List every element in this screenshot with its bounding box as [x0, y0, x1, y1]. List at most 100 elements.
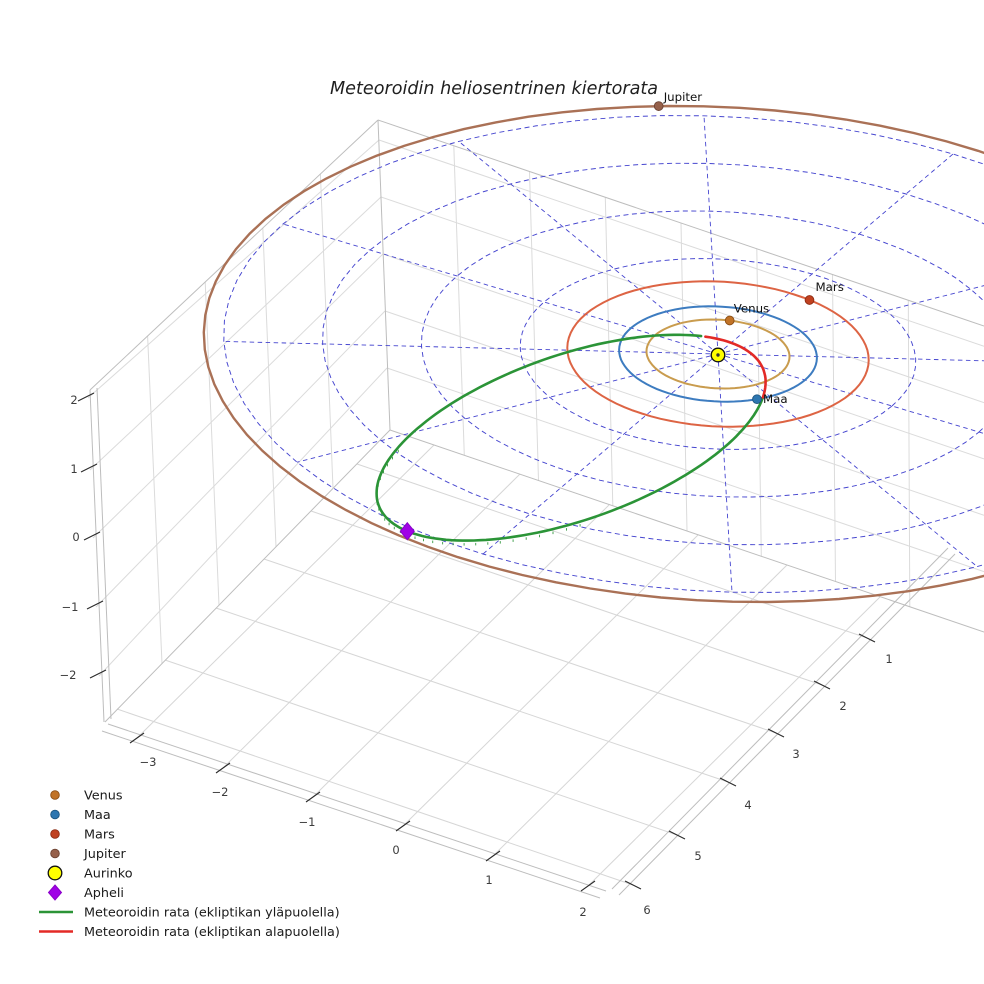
tick-label: 0 [392, 843, 399, 857]
grid-line [87, 139, 380, 399]
grid-line [813, 680, 831, 690]
ecliptic-spoke [223, 340, 719, 355]
planet-label-mars: Mars [816, 280, 844, 294]
grid-line [305, 791, 321, 803]
grid-line [485, 850, 501, 862]
grid-line [356, 463, 868, 639]
tick-label: −2 [212, 785, 229, 799]
grid-line [453, 145, 465, 456]
grid-line [129, 732, 145, 744]
grid-line [832, 274, 836, 582]
grid-line [377, 119, 984, 327]
grid-line [389, 429, 984, 633]
grid-line [611, 547, 949, 890]
grid-line [92, 253, 384, 539]
meteoroid-path-below [704, 335, 767, 399]
ecliptic-spoke [717, 353, 978, 567]
grid-line [147, 335, 163, 664]
grid-line [101, 730, 601, 899]
tick-label: 2 [839, 699, 846, 713]
tick-label: −1 [299, 815, 316, 829]
grid-line [116, 708, 634, 886]
tick-label: 1 [70, 462, 77, 476]
plot-markers: Venus Maa Mars Jupiter [399, 90, 844, 541]
ecliptic-spoke [482, 353, 719, 555]
axes-edges [89, 119, 984, 899]
grid-line [204, 281, 220, 606]
grid-line [89, 196, 382, 471]
grid-line [386, 367, 984, 573]
ecliptic-spoke [282, 223, 719, 355]
grid-line [89, 119, 379, 391]
planet-label-maa: Maa [763, 392, 788, 406]
grid-line [384, 310, 984, 516]
grid-line [319, 173, 334, 489]
grid-line [98, 367, 388, 677]
tick-label: 4 [744, 798, 751, 812]
grid-line [580, 880, 596, 892]
grid-line [222, 473, 521, 769]
ecliptic-polar-grid [223, 115, 984, 593]
grid-line [89, 389, 105, 723]
tick-label: −3 [140, 755, 157, 769]
tick-label: −2 [60, 668, 77, 682]
grid-line [767, 728, 785, 738]
aphelion-marker [399, 521, 415, 541]
grid-line [680, 222, 688, 532]
planet-label-venus: Venus [734, 302, 770, 316]
legend-marker-dot [50, 829, 60, 839]
tick-label: 1 [485, 873, 492, 887]
legend-marker-diamond [47, 884, 63, 901]
grid-line [907, 300, 911, 607]
chart-title: Meteoroidin heliosentrinen kiertorata [330, 79, 658, 99]
legend-marker-dot [50, 790, 60, 800]
grid-line [380, 196, 984, 404]
grid-line [587, 596, 881, 887]
tick-label: 5 [694, 849, 701, 863]
tick-label: 2 [579, 905, 586, 919]
orbit-path-jupiter [202, 104, 984, 604]
grid-line [89, 669, 107, 679]
ecliptic-spoke [717, 353, 733, 593]
ecliptic-circle [421, 210, 984, 498]
sun-center-dot [716, 353, 720, 357]
grid-line [104, 429, 391, 723]
axes-floor-grid [116, 444, 881, 887]
ecliptic-spoke [458, 141, 719, 355]
grid-line [378, 139, 984, 347]
ecliptic-spoke [717, 353, 984, 434]
ecliptic-spoke [717, 285, 984, 355]
ecliptic-circle [519, 258, 917, 450]
planet-orbits [202, 104, 984, 604]
planet-dot-jupiter [653, 101, 664, 111]
grid-line [377, 119, 391, 431]
meteoroid-path-above [375, 333, 764, 542]
legend-label: Jupiter [83, 847, 126, 862]
grid-line [96, 387, 112, 720]
grid-line [95, 310, 386, 608]
legend-marker-circle [47, 865, 63, 881]
grid-line [618, 553, 956, 896]
ecliptic-spoke [717, 353, 984, 362]
ecliptic-spoke [296, 353, 719, 463]
ecliptic-circle [223, 115, 984, 593]
grid-line [83, 531, 101, 541]
grid-line [624, 880, 642, 890]
grid-line [382, 253, 984, 460]
planet-dot-venus [724, 315, 735, 326]
legend-label: Aurinko [84, 867, 133, 882]
legend-label: Venus [84, 789, 123, 804]
tick-label: 1 [885, 652, 892, 666]
grid-line [529, 171, 539, 481]
tick-label: 0 [72, 530, 79, 544]
grid-line [310, 510, 823, 686]
grid-line [77, 392, 95, 402]
axis-tick-labels: −3 −2 −1 0 1 2 1 2 3 4 5 6 2 1 0 −1 −2 [60, 392, 893, 919]
legend-label: Mars [84, 828, 115, 843]
legend-label: Maa [84, 808, 111, 823]
ecliptic-spoke [717, 153, 954, 355]
grid-line [86, 600, 104, 610]
grid-line [668, 830, 686, 840]
ecliptic-circle [322, 162, 984, 546]
